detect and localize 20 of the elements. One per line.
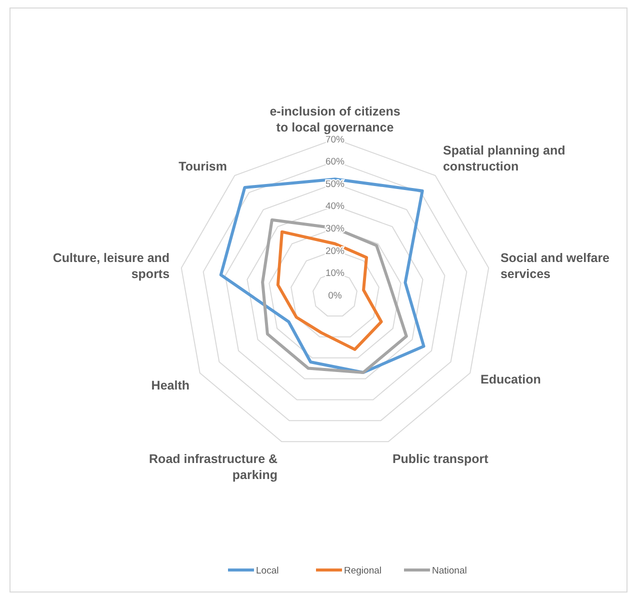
y-tick-label: 20% (325, 246, 346, 257)
y-tick-label: 60% (325, 156, 346, 168)
spoke-label: Road infrastructure & parking (149, 452, 278, 482)
y-tick-label: 40% (325, 201, 346, 212)
spoke-label: Public transport (392, 452, 490, 466)
y-tick-label: 50% (325, 178, 346, 190)
spoke-label: Social and welfare services (500, 251, 610, 282)
y-tick-label: 30% (325, 223, 346, 234)
y-tick-label: 0% (328, 290, 342, 302)
legend-label: Local (256, 565, 279, 576)
y-tick-label: 10% (325, 268, 346, 280)
spoke-label: e-inclusion of citizens to local governance (270, 104, 400, 134)
y-tick-label: 70% (325, 134, 346, 146)
spoke-label: Culture, leisure and sports (52, 251, 170, 282)
spoke-label: Education (480, 372, 541, 386)
spoke-label: Health (151, 378, 190, 392)
spoke-label: Spatial planning and construction (442, 144, 566, 174)
legend-label: Regional (344, 565, 382, 576)
spoke-label: Tourism (178, 160, 228, 174)
legend-label: National (432, 565, 467, 576)
